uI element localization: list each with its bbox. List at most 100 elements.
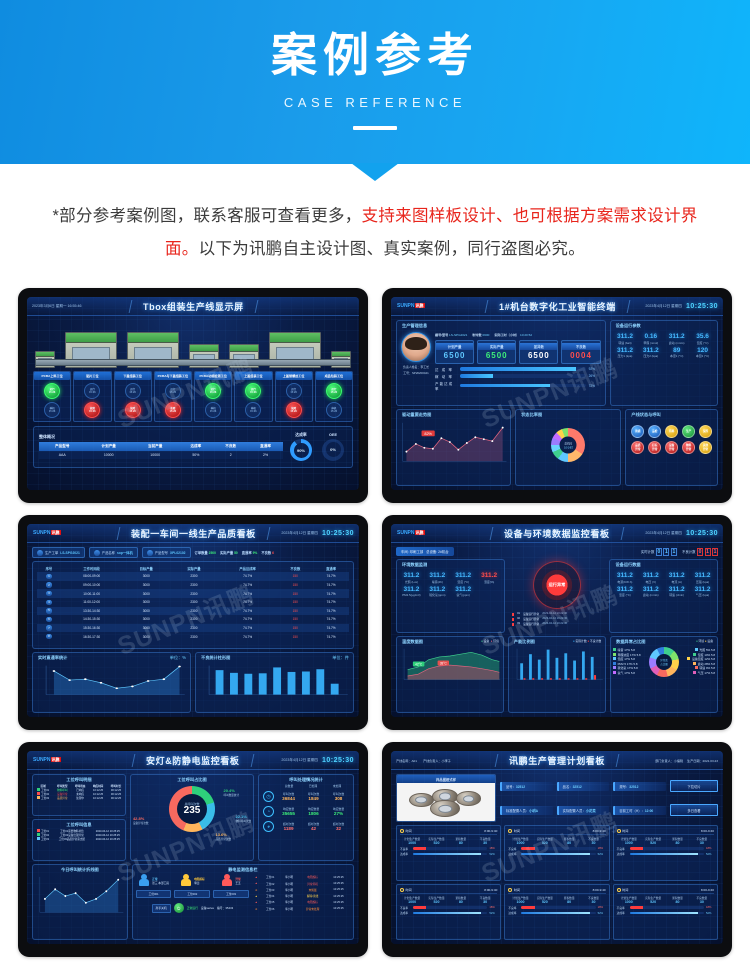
station-lamp-fault: 故障 15:26: [164, 401, 181, 418]
table-row: 2 09:00-10:00 3000 2300 74.7% 150 74.7%: [37, 581, 349, 590]
station-card[interactable]: 贴片工位 运行 15:26 故障 15:26: [73, 371, 112, 422]
call-button[interactable]: 待料: [665, 425, 679, 438]
gauge-ring: 0%: [322, 438, 344, 461]
station-card[interactable]: PCBA功能检测工位 运行 15:26 停机 15:26: [194, 371, 233, 422]
param-cell: 311.2 PM2.5(μg/m3): [402, 585, 421, 598]
table-row: 8 16:30-17:30 3000 2300 74.7% 150 74.7%: [37, 632, 349, 641]
cell: 2: [213, 451, 249, 460]
case-screenshot-env-board[interactable]: SUNPN讯鹏 SUNPN讯鹏 设备与环境数据监控看板 2023年4月12日 星…: [382, 515, 732, 730]
station-card[interactable]: PCBA与下盖组装工位 运行 15:26 故障 15:26: [153, 371, 192, 422]
table-header-row: 产品型号 计划产量 当前产量 达成率 不良数 直通率: [39, 442, 283, 452]
call-button[interactable]: 其他 异常: [699, 441, 713, 454]
col-header: 产品型号: [39, 442, 86, 452]
param-cell: 311.2 硫化氢(ppm): [429, 585, 446, 598]
device-param-grid: 311.2 电源(KW·h) 311.2 电压 (V) 311.2 电流 (A) 31…: [610, 569, 717, 600]
field-part-name[interactable]: 品名：32512: [556, 781, 610, 791]
avatar: [401, 332, 431, 362]
call-button[interactable]: 品质 异常: [631, 441, 645, 454]
station-card[interactable]: 下盖组装工位 运行 15:26 故障 15:26: [113, 371, 152, 422]
plan-card[interactable]: 时间 8:00-9:40 计划生产数量 1000 实际生产数量 520 累积数量 80 不良数量…: [504, 825, 610, 881]
call-button[interactable]: 设备 异常: [665, 441, 679, 454]
plan-card[interactable]: 时间 8:00-9:40 计划生产数量 1000 实际生产数量 520 累积数量 80 不良数量…: [612, 884, 718, 940]
field-spec-no[interactable]: 规号：32512: [613, 781, 667, 791]
kpi-actual: 实际产量 6500: [477, 340, 517, 364]
param-cell: 311.2 电源(KW·h): [616, 572, 633, 584]
case-screenshot-quality-board[interactable]: SUNPN讯鹏 SUNPN讯鹏 装配一车间一线生产品质看板 2023年4月12日…: [18, 515, 368, 730]
case-screenshot-andon-esd[interactable]: SUNPN讯鹏 SUNPN讯鹏 安灯&防静电监控看板 2023年4月12日 星期…: [18, 742, 368, 957]
table-row: 4 11:00-12:00 3000 2300 74.7% 150 74.7%: [37, 598, 349, 607]
call-button[interactable]: 换模: [631, 425, 645, 438]
table-row: ▲ 工位05 李小明 电阻超标 10:25:25: [254, 900, 344, 905]
list-item: 工位02 工位02设备出现异常 2023-04-12 10:25:25: [33, 833, 125, 837]
intro-segment-3: 以下为讯鹏自主设计图、真实案例，同行盗图必究。: [198, 240, 585, 258]
station-card[interactable]: 成品包装工位 运行 15:26 停机 15:26: [314, 371, 353, 422]
param-cell: 311.2 温度 (°C): [616, 585, 633, 598]
multiday-button[interactable]: 多日查看: [670, 804, 719, 816]
station-tag: 工位002: [174, 890, 211, 899]
call-button[interactable]: 物料 异常: [682, 441, 696, 454]
cell: 10000: [131, 451, 179, 460]
field-std-staff[interactable]: 标准配置人员：小明A: [500, 805, 553, 815]
table-row: ▲ 工位04 李小明 解除/离线 10:25:25: [254, 894, 344, 899]
dashboard-title: 讯鹏生产管理计划看板: [391, 753, 723, 767]
panel-title: 状态比率图: [521, 412, 543, 417]
table-row: 工位03 品质异常 处理中 10:12:25 00:12:25: [33, 796, 125, 800]
table-row: ▲ 工位02 李小明 异常停机 10:25:25: [254, 882, 344, 886]
kpi-diff: 差异数 6500: [519, 340, 559, 364]
table-header-row: 序号 工作时间段 目标产量 实际产量 产品达成率 不良数 直通率: [37, 564, 349, 572]
param-cell-warning: 311.2 湿度(%): [481, 572, 498, 584]
station-card[interactable]: PCBA上料工位 运行 15:26 停机 15:26: [33, 371, 72, 422]
station-lamp-run: 运行 15:26: [84, 382, 101, 399]
pie-center-value: 10小时: [563, 445, 573, 449]
param-cell: 311.2 电流 (A): [668, 572, 685, 584]
legend-item: 设备温度 12% 5.8: [679, 657, 715, 662]
station-card[interactable]: 上盖组装工位 运行 15:26 停机 15:26: [234, 371, 273, 422]
call-button[interactable]: 品检: [648, 425, 662, 438]
station-name: 贴片工位: [74, 372, 111, 380]
table-row: 5 13:30-14:30 3000 2300 74.7% 150 74.7%: [37, 606, 349, 616]
chart-title: 不良统计柱形图: [201, 655, 231, 661]
dashboard-title: Tbox组装生产线显示屏: [27, 299, 359, 313]
dashboard-screen: SUNPN讯鹏 SUNPN讯鹏 设备与环境数据监控看板 2023年4月12日 星…: [391, 524, 723, 717]
header-clock: 10:25:30: [685, 302, 718, 310]
switch-status: 正常运行: [186, 906, 198, 911]
filter-chip-row: 生产工单 LS-SPG2021 产品名称 sop一体机 产品型号 XPL02102 订…: [32, 547, 354, 558]
dropdown-button[interactable]: 下拉切片: [670, 780, 719, 792]
switch-label[interactable]: 离手关机: [151, 903, 171, 913]
table-row: 7 15:30-16:30 3000 2300 74.7% 150 74.7%: [37, 623, 349, 633]
dashboard-header: 产线名称：A01 产线负责人：小李子 讯鹏生产管理计划看板 部门负责人：小编辑 …: [391, 751, 723, 770]
call-button[interactable]: 打标 异常: [648, 441, 662, 454]
plan-card[interactable]: 时间 8:00-9:40 计划生产数量 1000 实际生产数量 520 累积数量 80 不良数量…: [396, 884, 502, 940]
field-hours[interactable]: 目前工时（H）：12:00: [613, 805, 667, 815]
plan-card[interactable]: 时间 8:00-9:40 计划生产数量 1000 实际生产数量 520 累积数量 80 不良数量…: [396, 825, 502, 881]
station-name: 上盖组装工位: [235, 372, 272, 380]
case-screenshot-plan-board[interactable]: SUNPN讯鹏 产线名称：A01 产线负责人：小李子 讯鹏生产管理计划看板 部门…: [382, 742, 732, 957]
plan-card[interactable]: 时间 8:00-9:40 计划生产数量 1000 实际生产数量 520 累积数量 80 不良数量…: [504, 884, 610, 940]
esd-person-card: 电阻超标 李四 工位002: [174, 874, 211, 899]
stat-row-calls: ◷ 呼叫次数 36844 呼叫次数 1849 呼叫次数 308: [259, 789, 353, 804]
param-cell: 35.6 温度 (°C): [696, 333, 709, 345]
chip-product-model[interactable]: 产品型号 XPL02102: [141, 547, 191, 558]
timer-icon: ◔: [263, 806, 275, 817]
chip-product-name[interactable]: 产品名称 sop一体机: [88, 547, 138, 558]
station-card[interactable]: 上盖锁螺丝工位 运行 15:26 故障 15:26: [274, 371, 313, 422]
pie-legend-right: 光照 5% 5.8 湿度 10% 5.8 设备温度 12% 5.8 震动 28%…: [679, 648, 715, 675]
field-actual-staff[interactable]: 实际配置人员：小花菜: [556, 805, 610, 815]
chip-work-order[interactable]: 生产工单 LS-SPG2021: [32, 547, 85, 558]
col-header: 产品达成率: [239, 566, 256, 571]
call-button[interactable]: 生产: [682, 425, 696, 438]
case-screenshot-tbox-line[interactable]: SUNPN讯鹏 2023年3月6日 星期一 16:55:46 Tbox组装生产线…: [18, 288, 368, 503]
param-cell: 311.2 氨气(ppm): [455, 585, 472, 598]
plan-card[interactable]: 时间 8:00-9:40 计划生产数量 1000 实际生产数量 520 累积数量 80 不良数量…: [612, 825, 718, 881]
dashboard-screen: SUNPN讯鹏 SUNPN讯鹏 1#机台数字化工业智能终端 2023年4月12日…: [391, 297, 723, 490]
case-screenshot-machine-terminal[interactable]: SUNPN讯鹏 SUNPN讯鹏 1#机台数字化工业智能终端 2023年4月12日…: [382, 288, 732, 503]
header-date: 2023年4月12日 星期四: [645, 303, 682, 308]
terminal-body: 生产管理信息 负责人姓名：李工长 工号：SP20200421 模号/型号 LS-…: [391, 316, 723, 490]
panel-daily-line: 今日呼叫统计折线图: [32, 864, 128, 940]
dashboard-header: SUNPN讯鹏 安灯&防静电监控看板 2023年4月12日 星期四 10:25:…: [27, 751, 359, 770]
brand-logo: SUNPN讯鹏: [397, 530, 425, 536]
progress-capacity: 产能达成率 72%: [435, 381, 595, 391]
gauge-value: 90%: [293, 442, 309, 458]
field-part-no[interactable]: 品号：32512: [500, 781, 553, 791]
call-button[interactable]: 保养: [699, 425, 713, 438]
